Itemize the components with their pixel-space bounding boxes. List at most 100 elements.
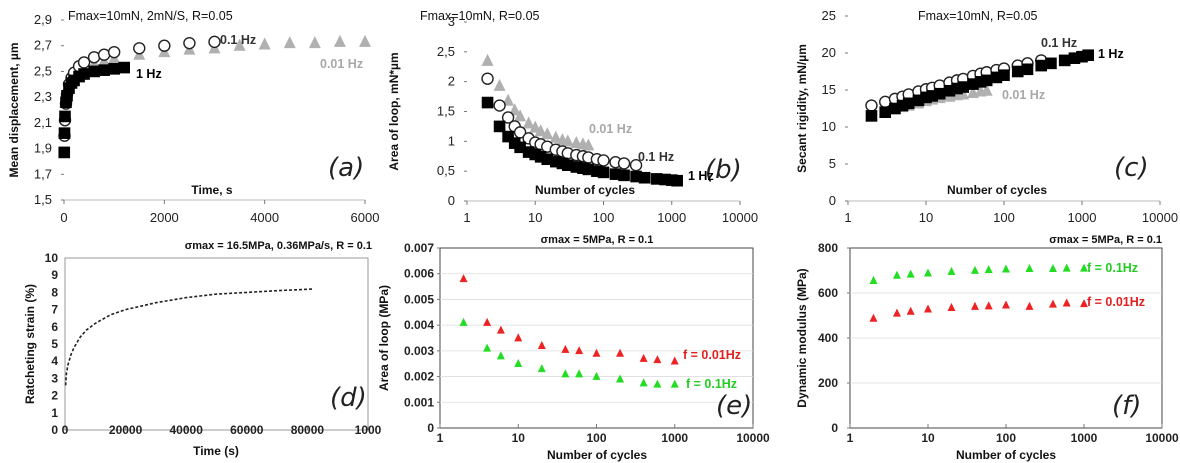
panel-label: (b) (705, 155, 742, 185)
y-tick-label: 0.006 (404, 267, 434, 281)
series-label: 1 Hz (1098, 47, 1124, 61)
data-point (984, 265, 993, 274)
data-point (892, 270, 901, 279)
data-point (1062, 263, 1071, 272)
y-tick-label: 2,3 (34, 89, 52, 104)
data-point (1002, 264, 1010, 273)
x-tick-label: 1000 (657, 210, 686, 225)
y-tick-label: 200 (818, 376, 838, 390)
data-point (1082, 49, 1094, 62)
y-tick-label: 0.002 (404, 370, 434, 384)
data-point (549, 130, 562, 143)
data-point (618, 169, 630, 182)
plot-group: 1 10 100 1000 10000 0 5 10 15 20 25 Fmax=10mN, R=0.… (795, 8, 1178, 225)
y-tick-label: 10 (822, 119, 836, 134)
y-axis-label: Mean displacement, µm (7, 43, 21, 178)
x-axis-label: Time (s) (193, 444, 239, 458)
data-point (592, 371, 601, 380)
y-tick-label: 2,1 (34, 115, 52, 130)
x-tick-label: 1 (463, 210, 470, 225)
x-axis-label: Number of cycles (956, 448, 1056, 462)
data-point (670, 356, 679, 365)
data-point (537, 364, 546, 373)
plot-group: 1 10 100 1000 10000 0 200 400 600 800 σmax = 5MPa,… (795, 234, 1179, 462)
x-tick-label: 2000 (150, 210, 179, 225)
y-tick-label: 3 (448, 14, 455, 29)
y-axis-label: Secant rigidity, mN/µm (795, 44, 809, 173)
x-tick-label: 10000 (1145, 431, 1179, 445)
plot-frame (64, 257, 369, 431)
data-point (947, 302, 956, 311)
data-point (616, 374, 625, 383)
data-point (1011, 65, 1024, 78)
data-point (78, 68, 90, 80)
x-tick-label: 10 (528, 210, 542, 225)
data-point (493, 78, 506, 91)
series-label: f = 0.1Hz (1087, 261, 1138, 275)
data-point (906, 306, 915, 315)
panel-label: (a) (328, 153, 364, 183)
data-point (1035, 59, 1048, 72)
data-point (902, 97, 915, 110)
x-tick-label: 20000 (109, 423, 143, 437)
series-label: f = 0.01Hz (1087, 295, 1145, 309)
y-tick-label: 15 (822, 82, 836, 97)
data-point (481, 53, 494, 66)
x-tick-label: 1000 (355, 423, 382, 437)
y-tick-label: 400 (818, 331, 838, 345)
x-tick-label: 10 (919, 210, 933, 225)
x-tick-label: 1 (847, 431, 854, 445)
y-tick-label: 1,7 (34, 166, 52, 181)
chart-title: σmax = 5MPa, R = 0.1 (1049, 234, 1162, 246)
data-point (514, 359, 523, 368)
x-tick-label: 0 (60, 210, 67, 225)
data-point (1062, 298, 1071, 307)
y-tick-label: 20 (822, 45, 836, 60)
data-point (97, 48, 111, 61)
data-point (561, 369, 570, 378)
data-point (133, 42, 146, 55)
data-point (597, 166, 610, 179)
y-tick-label: 1,5 (34, 192, 52, 207)
chart-panel-c: 1 10 100 1000 10000 0 5 10 15 20 25 Fmax=10mN, R=0.… (795, 8, 1178, 225)
x-axis-label: Number of cycles (947, 183, 1047, 197)
data-point (88, 65, 100, 78)
y-tick-label: 600 (818, 286, 838, 300)
data-point (575, 346, 584, 355)
y-tick-label: 0 (448, 193, 455, 208)
data-point (639, 353, 648, 362)
data-point (582, 138, 595, 151)
data-point (58, 127, 71, 139)
data-point (984, 301, 993, 310)
y-tick-label: 6 (51, 320, 58, 334)
chart-title: Fmax=10mN, R=0.05 (918, 9, 1038, 23)
data-point (502, 93, 515, 106)
data-point (496, 325, 505, 334)
data-point (639, 378, 648, 387)
x-tick-label: 100 (586, 431, 606, 445)
data-point (892, 308, 901, 317)
y-tick-label: 5 (51, 337, 58, 351)
x-tick-label: 10000 (722, 210, 758, 225)
y-tick-label: 0 (829, 193, 836, 208)
data-point (87, 51, 101, 64)
data-point (77, 56, 91, 69)
x-axis-label: Number of cycles (547, 448, 647, 462)
y-tick-label: 0.004 (404, 318, 434, 332)
data-point (333, 34, 346, 47)
x-tick-label: 60000 (230, 423, 264, 437)
data-point (561, 134, 574, 147)
x-tick-label: 40000 (170, 423, 204, 437)
x-tick-label: 100 (993, 210, 1015, 225)
chart-panel-f: 1 10 100 1000 10000 0 200 400 600 800 σmax = 5MPa,… (795, 234, 1179, 462)
series-label: 0.01 Hz (1002, 88, 1045, 102)
data-point (1021, 63, 1034, 76)
data-point (541, 127, 554, 140)
y-tick-label: 0 (51, 423, 58, 437)
series-label: 1 Hz (688, 169, 714, 183)
chart-title: σmax = 5MPa, R = 0.1 (541, 234, 654, 246)
chart-title: σmax = 16.5MPa, 0.36MPa/s, R = 0.1 (185, 240, 372, 252)
y-tick-label: 9 (51, 268, 58, 282)
panel-label: (c) (1114, 153, 1149, 183)
